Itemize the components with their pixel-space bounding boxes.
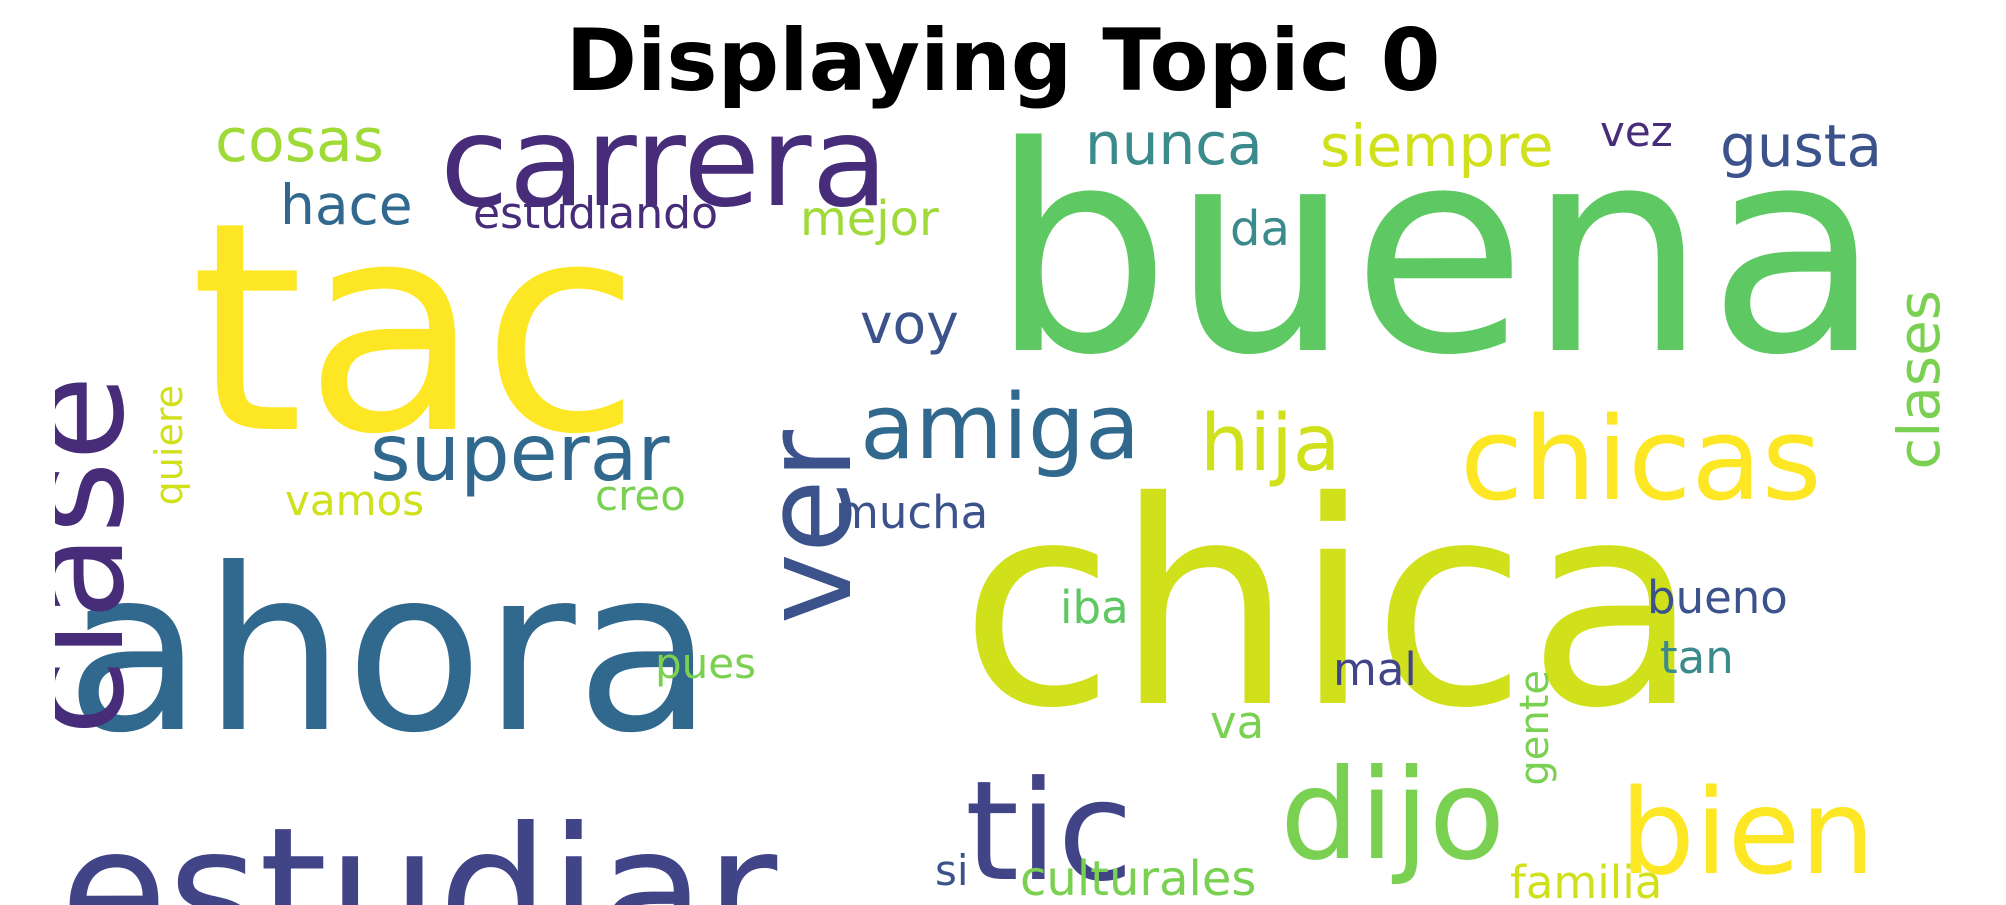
word-tac: tac — [190, 161, 641, 498]
word-superar: superar — [370, 409, 670, 499]
word-vez: vez — [1600, 115, 1673, 156]
word-mal: mal — [1333, 643, 1417, 696]
word-estudiar: estudiar — [60, 791, 778, 905]
word-siempre: siempre — [1320, 115, 1554, 180]
word-creo: creo — [595, 471, 686, 520]
word-cosas: cosas — [215, 115, 384, 176]
word-ahora: ahora — [65, 521, 714, 783]
word-familia: familia — [1510, 856, 1663, 905]
word-bueno: bueno — [1647, 571, 1788, 624]
chart-title: Displaying Topic 0 — [565, 11, 1441, 111]
word-tan: tan — [1660, 631, 1734, 684]
word-mucha: mucha — [835, 486, 989, 539]
word-mejor: mejor — [800, 191, 939, 247]
word-vamos: vamos — [285, 476, 425, 525]
word-tic: tic — [965, 751, 1134, 905]
word-chicas: chicas — [1460, 393, 1822, 527]
word-carrera: carrera — [440, 115, 889, 235]
word-gente: gente — [1512, 670, 1558, 786]
word-voy: voy — [860, 292, 959, 356]
word-gusta: gusta — [1720, 115, 1883, 180]
word-pues: pues — [655, 639, 757, 688]
word-bien: bien — [1620, 763, 1876, 901]
word-dijo: dijo — [1280, 743, 1506, 888]
word-nunca: nunca — [1085, 115, 1263, 178]
word-clases: clases — [1885, 290, 1953, 470]
word-hija: hija — [1200, 399, 1341, 489]
word-iba: iba — [1060, 581, 1129, 634]
word-cloud: tac buena chica ahora estudiar clase car… — [55, 115, 2005, 905]
word-si: si — [935, 846, 969, 895]
word-quiere: quiere — [147, 385, 191, 506]
word-clase: clase — [55, 375, 156, 736]
word-hace: hace — [280, 173, 413, 237]
word-culturales: culturales — [1020, 851, 1257, 905]
word-da: da — [1230, 201, 1290, 257]
word-estudiando: estudiando — [473, 188, 718, 239]
word-buena: buena — [990, 115, 1883, 418]
word-amiga: amiga — [860, 375, 1141, 480]
word-chica: chica — [960, 441, 1700, 770]
word-va: va — [1210, 696, 1265, 749]
